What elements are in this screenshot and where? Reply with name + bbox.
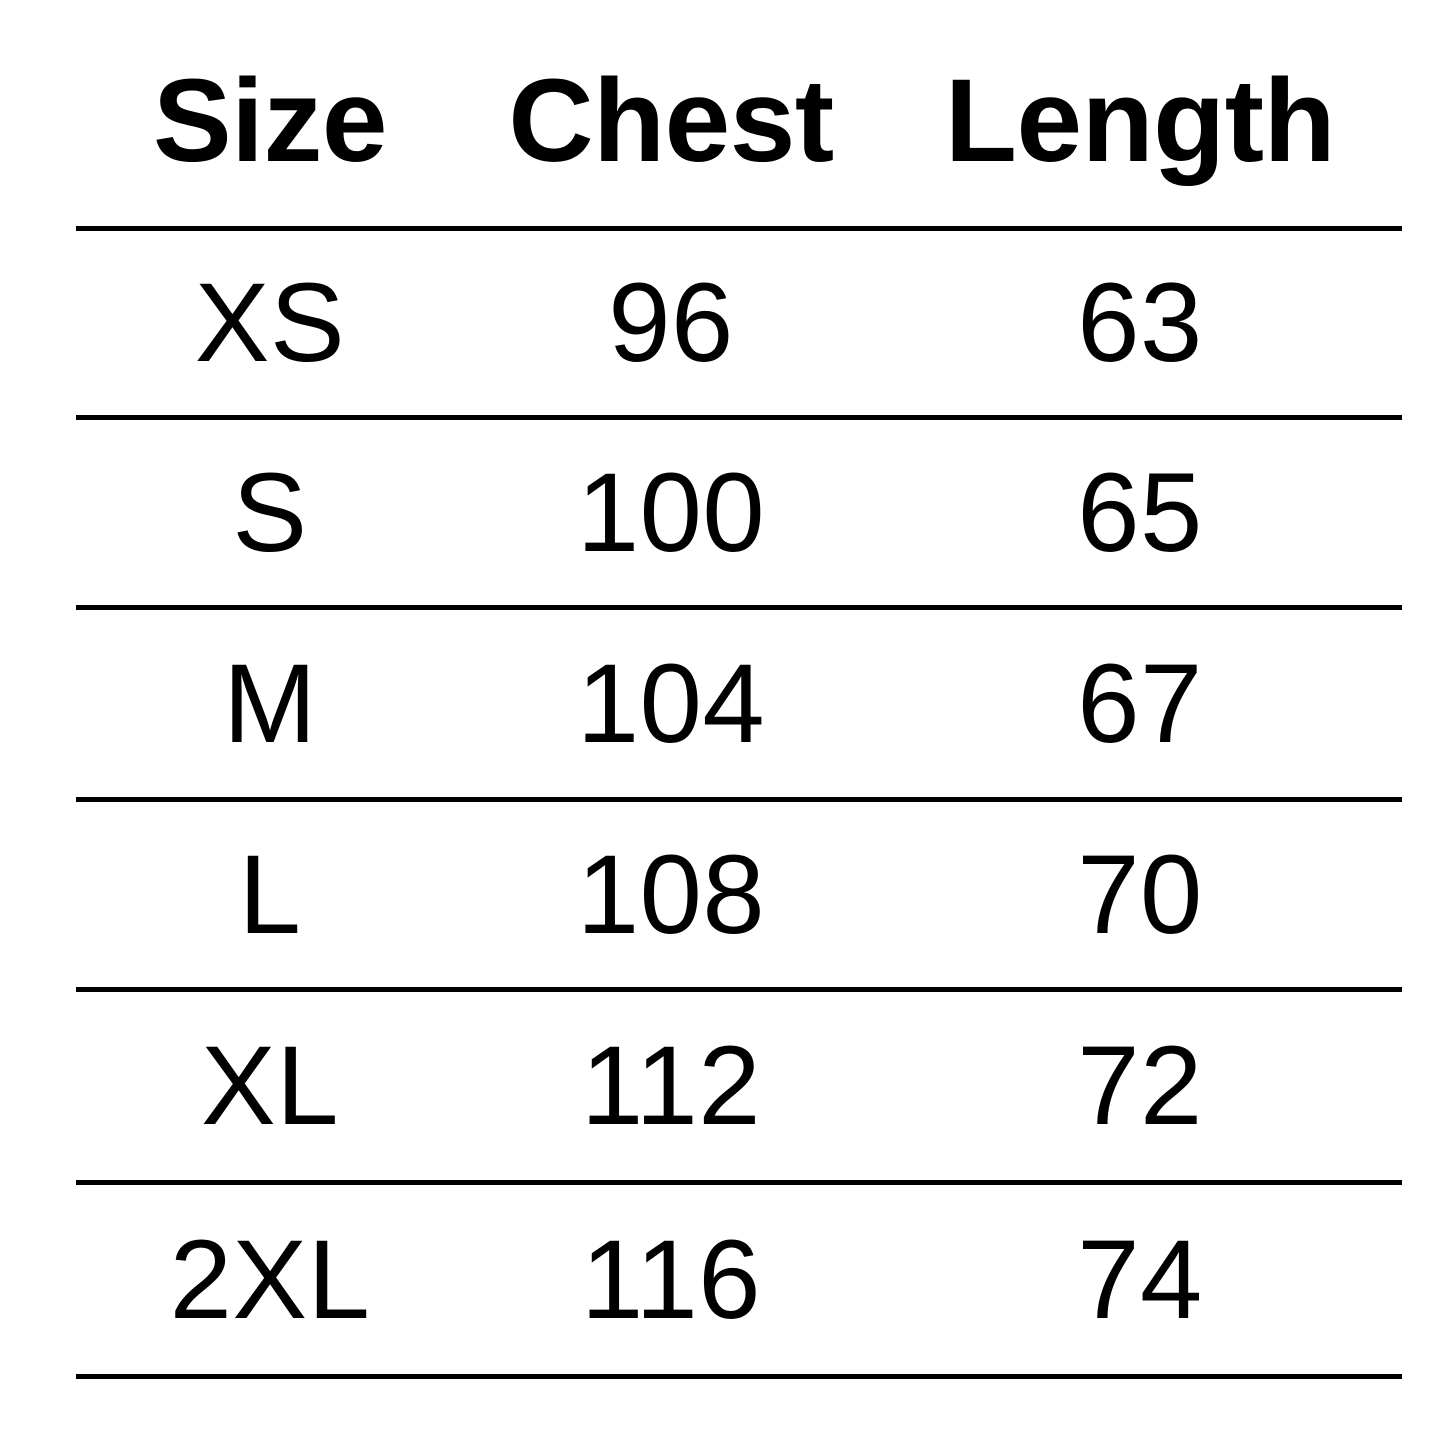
cell-size: L xyxy=(76,799,464,992)
cell-size: S xyxy=(76,417,464,610)
cell-size: XL xyxy=(76,989,464,1185)
table-row: S 100 65 xyxy=(76,417,1402,610)
cell-size: XS xyxy=(76,228,464,420)
table-header: Size Chest Length xyxy=(76,62,1402,231)
cell-length: 67 xyxy=(878,607,1402,802)
table-header-row: Size Chest Length xyxy=(76,62,1402,231)
table-row: XS 96 63 xyxy=(76,228,1402,420)
cell-length: 65 xyxy=(878,417,1402,610)
table-row: XL 112 72 xyxy=(76,989,1402,1185)
column-header-chest: Chest xyxy=(464,62,878,231)
cell-chest: 108 xyxy=(464,799,878,992)
table-body: XS 96 63 S 100 65 M 104 67 L 108 70 XL 1 xyxy=(76,228,1402,1379)
size-chart-table: Size Chest Length XS 96 63 S 100 65 M 10… xyxy=(76,62,1402,1379)
cell-size: M xyxy=(76,607,464,802)
cell-chest: 104 xyxy=(464,607,878,802)
cell-length: 63 xyxy=(878,228,1402,420)
cell-chest: 112 xyxy=(464,989,878,1185)
cell-chest: 100 xyxy=(464,417,878,610)
column-header-size: Size xyxy=(76,62,464,231)
cell-length: 70 xyxy=(878,799,1402,992)
table-row: L 108 70 xyxy=(76,799,1402,992)
column-header-length: Length xyxy=(878,62,1402,231)
cell-chest: 96 xyxy=(464,228,878,420)
cell-size: 2XL xyxy=(76,1182,464,1379)
cell-length: 72 xyxy=(878,989,1402,1185)
table-row: 2XL 116 74 xyxy=(76,1182,1402,1379)
table-row: M 104 67 xyxy=(76,607,1402,802)
cell-chest: 116 xyxy=(464,1182,878,1379)
cell-length: 74 xyxy=(878,1182,1402,1379)
